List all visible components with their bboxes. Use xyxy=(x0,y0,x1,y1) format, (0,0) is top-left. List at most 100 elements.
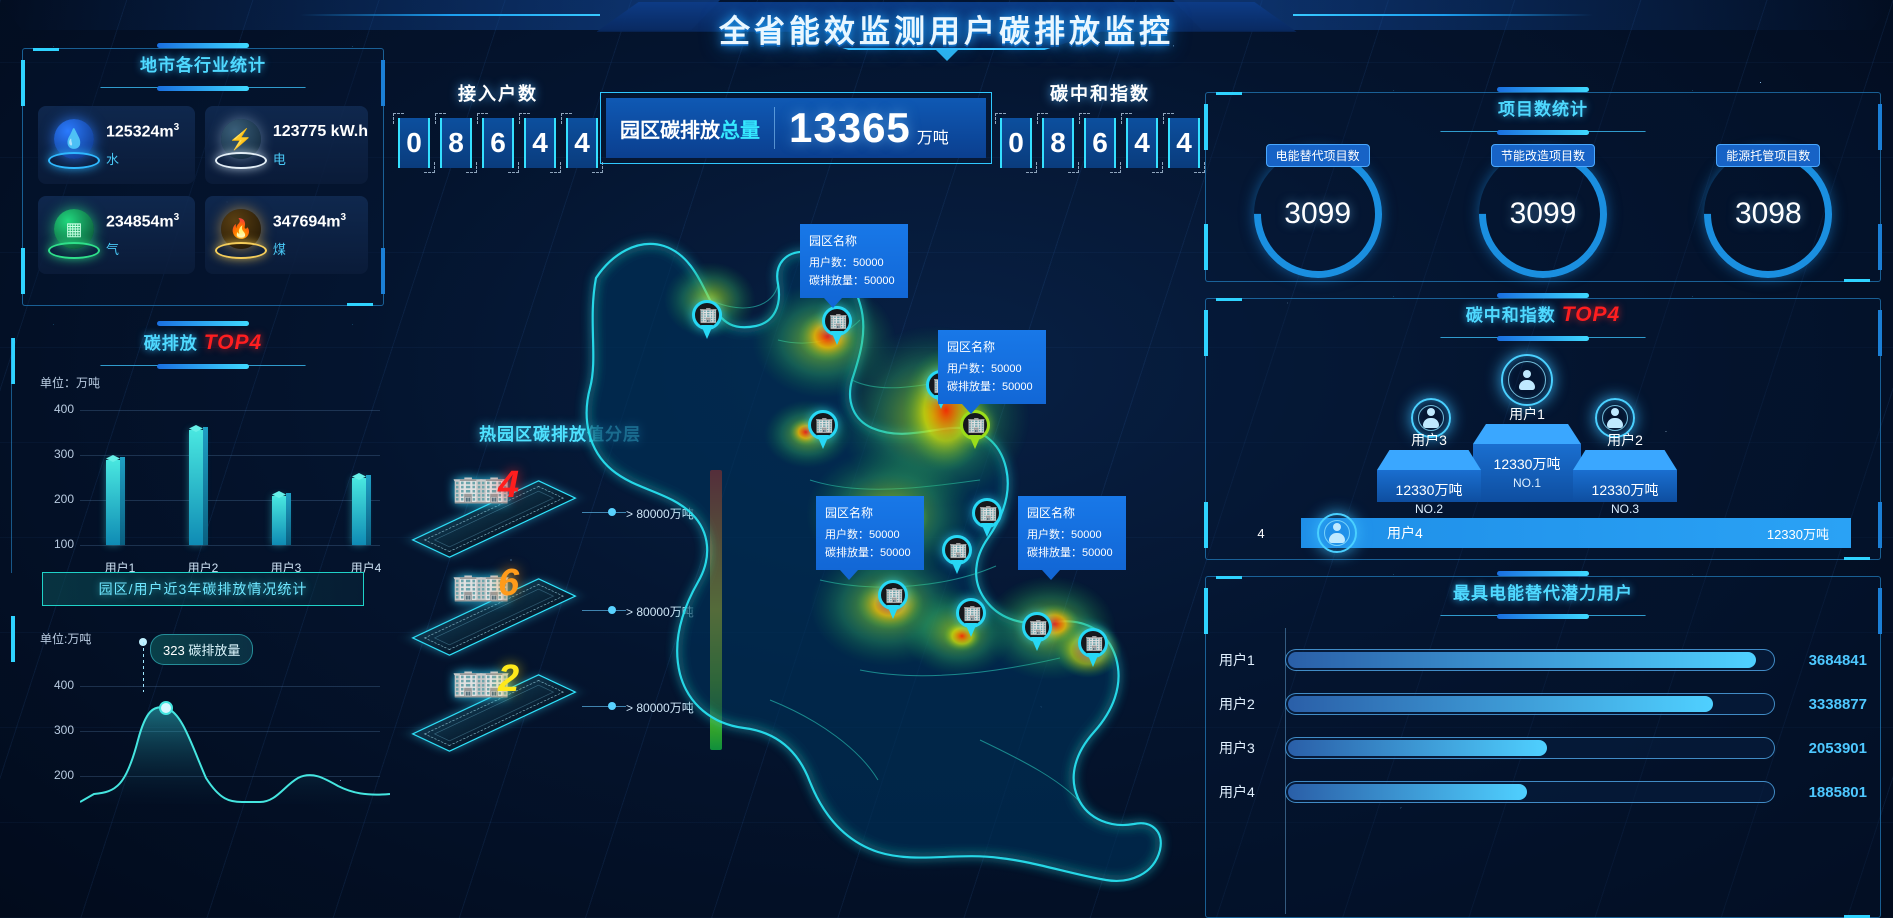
project-donut-value: 3099 xyxy=(1284,197,1352,230)
digit-cell: 8 xyxy=(435,113,477,173)
frame-corner xyxy=(1204,224,1208,270)
podium-amount-3: 12330万吨 xyxy=(1395,482,1463,498)
area-tooltip-stem xyxy=(143,642,144,692)
gridline xyxy=(80,731,380,732)
industry-card-text: 347694m3 煤 xyxy=(273,212,346,258)
potential-track xyxy=(1285,737,1775,759)
heat-layer-2[interactable]: 🏢🏢 6 xyxy=(404,562,604,656)
map-pin-building[interactable]: 🏢 xyxy=(822,306,852,346)
bar-user3[interactable] xyxy=(272,493,291,545)
project-donut-energy-saving[interactable]: 节能改造项目数 3099 xyxy=(1452,123,1634,305)
podium-block-3[interactable]: 用户3 12330万吨 NO.2 xyxy=(1377,432,1481,516)
building-pin-icon: 🏢 xyxy=(1085,635,1104,652)
person-icon xyxy=(1327,523,1347,543)
project-donut-energy-hosting[interactable]: 能源托管项目数 3098 xyxy=(1677,123,1859,305)
map-pin-building[interactable]: 🏢 xyxy=(692,300,722,340)
building-pin-icon: 🏢 xyxy=(963,605,982,622)
building-icon: 🏢🏢 xyxy=(452,474,511,504)
frame-corner xyxy=(1204,104,1208,150)
map-tooltip: 园区名称 用户数：50000 碳排放量：50000 xyxy=(938,330,1046,415)
potential-row[interactable]: 用户3 2053901 xyxy=(1219,726,1867,770)
pin-tail xyxy=(981,523,993,537)
legend-connector xyxy=(582,706,626,707)
industry-card-electricity[interactable]: ⚡ 123775 kW.h 电 xyxy=(204,106,368,184)
frame-corner xyxy=(11,338,15,384)
pin-tail xyxy=(817,435,829,449)
map-pin-building[interactable]: 🏢 xyxy=(1022,612,1052,652)
podium-block-2[interactable]: 用户2 12330万吨 NO.3 xyxy=(1573,432,1677,516)
frame-corner xyxy=(1878,224,1882,270)
bar-user4[interactable] xyxy=(352,475,371,545)
project-donut-value: 3099 xyxy=(1509,197,1577,230)
podium-rank-2: NO.3 xyxy=(1610,502,1639,516)
panel-title-dash xyxy=(1497,293,1589,298)
map-pin-building[interactable]: 🏢 xyxy=(878,580,908,620)
bar-title-plain: 碳排放 xyxy=(143,334,198,353)
bar-user1[interactable] xyxy=(106,457,125,545)
industry-name-electricity: 电 xyxy=(272,151,286,167)
map-pin-building[interactable]: 🏢 xyxy=(942,535,972,575)
podium-top-face xyxy=(1377,450,1481,470)
project-donut-electric-substitution[interactable]: 电能替代项目数 3099 xyxy=(1227,123,1409,305)
province-heatmap[interactable]: 🏢 🏢 🏢 🏢 🏢 🏢 🏢 🏢 🏢 🏢 🏢 园区名称 用户数：50000 碳排放… xyxy=(560,180,1200,918)
bar-user2[interactable] xyxy=(189,427,208,545)
area-tooltip-label: 碳排放量 xyxy=(188,643,241,658)
map-tooltip-users: 用户数：50000 xyxy=(947,363,1022,376)
map-pin-building[interactable]: 🏢 xyxy=(956,598,986,638)
gas-orb-ring xyxy=(48,242,100,259)
industry-value-gas: 234854m3 xyxy=(106,212,179,231)
digit-cell: 0 xyxy=(393,113,435,173)
total-label-plain: 园区碳排放 xyxy=(620,119,720,142)
frame-corner xyxy=(1878,310,1882,356)
podium-block-1[interactable]: 用户1 12330万吨 NO.1 xyxy=(1473,406,1581,502)
bar-chart-unit: 单位：万吨 xyxy=(40,376,101,390)
heat-layer-1[interactable]: 🏢🏢 4 xyxy=(404,464,604,558)
flame-icon: 🔥 xyxy=(213,207,269,263)
total-box-outline xyxy=(600,92,992,164)
map-pin-building-green[interactable]: 🏢 xyxy=(960,410,990,450)
bar-chart-plot: 400 300 200 100 用户1 用户2 用户3 用户4 xyxy=(34,398,381,575)
industry-card-water[interactable]: 💧 125324m3 水 xyxy=(38,106,195,184)
pin-tail xyxy=(1087,653,1099,667)
total-unit: 万吨 xyxy=(916,130,949,147)
podium-amount-2: 12330万吨 xyxy=(1591,482,1659,498)
map-tooltip: 园区名称 用户数：50000 碳排放量：50000 xyxy=(800,224,908,309)
area-active-point xyxy=(159,701,173,715)
avatar-rank2 xyxy=(1595,398,1635,438)
potential-row[interactable]: 用户1 3684841 xyxy=(1219,638,1867,682)
panel-title-dash xyxy=(1497,614,1589,619)
pin-tail xyxy=(969,435,981,449)
potential-row[interactable]: 用户2 3338877 xyxy=(1219,682,1867,726)
map-pin-building[interactable]: 🏢 xyxy=(972,498,1002,538)
podium-row-4[interactable]: 4 用户4 12330万吨 xyxy=(1251,513,1851,553)
heat-layer-legend-3: > 80000万吨 xyxy=(626,701,694,715)
gridline xyxy=(80,545,380,546)
project-donut-caption: 节能改造项目数 xyxy=(1490,144,1595,167)
industry-value-num: 125324m xyxy=(106,123,174,141)
potential-fill xyxy=(1288,784,1528,800)
industry-card-coal[interactable]: 🔥 347694m3 煤 xyxy=(204,196,368,274)
x-label-user4: 用户4 xyxy=(350,561,382,575)
podium-title-top4: TOP4 xyxy=(1561,303,1621,326)
y-tick-400: 400 xyxy=(53,678,74,692)
heat-layer-3[interactable]: 🏢🏢 2 xyxy=(404,658,604,752)
map-pin-building[interactable]: 🏢 xyxy=(808,410,838,450)
industry-card-text: 234854m3 气 xyxy=(106,212,179,258)
map-tooltip-users: 用户数：50000 xyxy=(825,529,900,542)
total-box-inner: 园区碳排放总量 13365 万吨 xyxy=(606,98,986,158)
map-tooltip-emission: 碳排放量：50000 xyxy=(947,380,1033,393)
counter-access-users: 接入户数 0 8 6 4 4 xyxy=(393,80,603,173)
potential-name: 用户2 xyxy=(1219,696,1255,712)
counter-users-digits: 0 8 6 4 4 xyxy=(393,113,603,173)
heat-layer-count-1: 4 xyxy=(498,464,520,506)
panel-title-dash xyxy=(157,321,249,326)
heat-layer-count-2: 6 xyxy=(498,562,520,604)
industry-card-gas[interactable]: ▦ 234854m3 气 xyxy=(38,196,195,274)
project-donut-row: 电能替代项目数 3099 节能改造项目数 3099 能源托管项目数 3098 xyxy=(1205,123,1881,305)
building-pin-icon: 🏢 xyxy=(967,417,986,434)
digit-cell: 4 xyxy=(561,113,603,173)
app-header: 全省能效监测用户碳排放监控 xyxy=(0,0,1893,68)
potential-row[interactable]: 用户4 1885801 xyxy=(1219,770,1867,814)
map-tooltip-users: 用户数：50000 xyxy=(1027,529,1102,542)
map-pin-building[interactable]: 🏢 xyxy=(1078,628,1108,668)
